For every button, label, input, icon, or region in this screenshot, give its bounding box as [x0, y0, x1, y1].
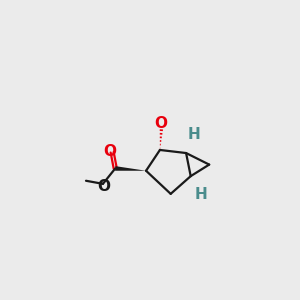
Text: H: H — [188, 127, 200, 142]
Text: O: O — [154, 116, 167, 131]
Text: O: O — [97, 178, 110, 194]
Polygon shape — [115, 166, 146, 171]
Text: H: H — [195, 187, 208, 202]
Text: O: O — [103, 144, 116, 159]
